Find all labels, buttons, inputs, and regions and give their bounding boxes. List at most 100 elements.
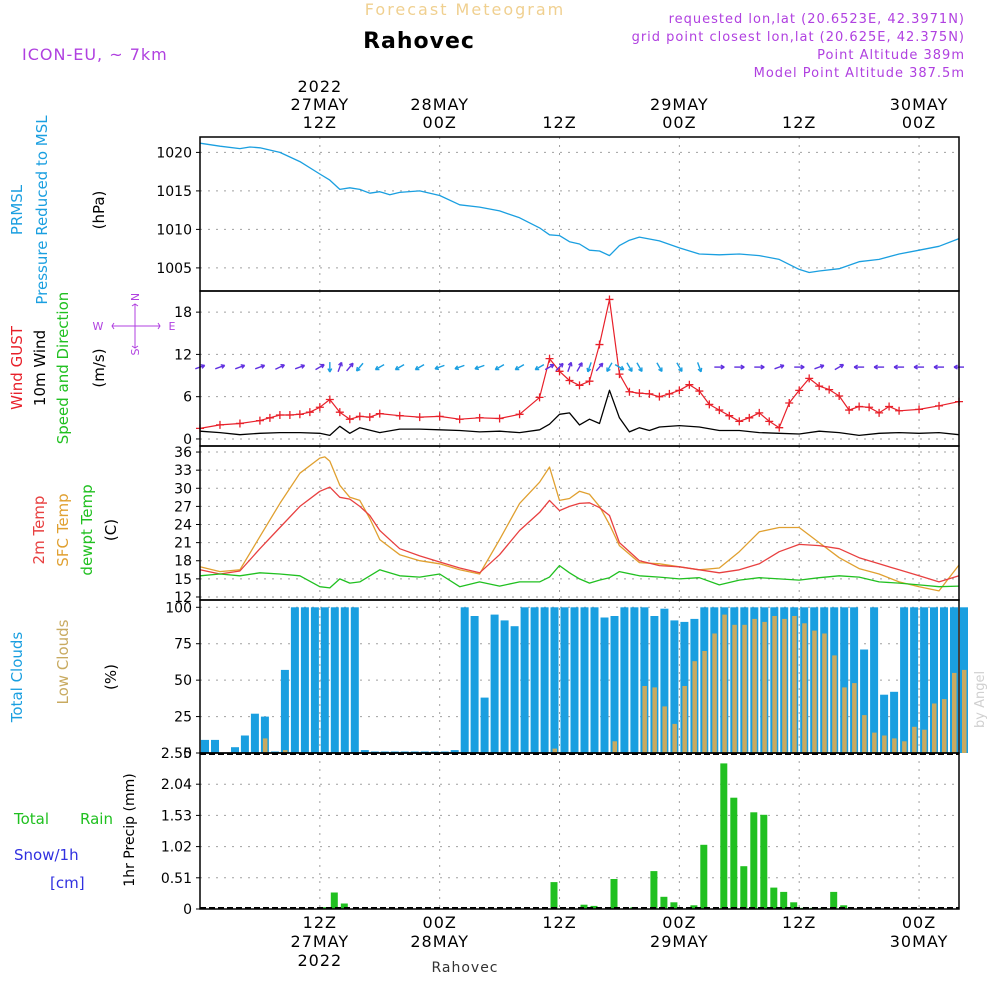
wind-arrow-shaft	[544, 363, 555, 371]
total-cloud-bar	[930, 607, 938, 753]
wind-arrow-head	[873, 364, 878, 370]
bottom-date-label: 28MAY	[410, 932, 469, 951]
low-cloud-bar	[752, 618, 757, 753]
clouds-unit: (%)	[102, 664, 120, 690]
wind-arrow-head	[893, 364, 898, 370]
precip-bar	[320, 907, 328, 909]
low-cloud-bar	[552, 748, 557, 753]
gust-marker	[315, 403, 324, 412]
compass-e: E	[169, 320, 176, 333]
gust-marker	[635, 389, 644, 398]
wind-arrow-shaft	[696, 362, 702, 373]
pressure-label-prmsl: PRMSL	[8, 184, 26, 235]
model-label: ICON-EU, ~ 7km	[22, 45, 168, 64]
top-date-label: 30MAY	[890, 95, 949, 114]
bottom-hour-label: 00Z	[423, 913, 457, 932]
total-cloud-bar	[450, 750, 459, 753]
top-hour-label: 12Z	[542, 113, 576, 132]
low-cloud-bar	[642, 686, 647, 753]
gust-marker	[645, 389, 654, 398]
total-cloud-bar	[470, 616, 479, 753]
total-cloud-bar	[650, 616, 659, 753]
clouds-tick-label: 50	[174, 673, 192, 689]
wind-arrow	[544, 363, 555, 371]
precip-bar	[760, 814, 768, 909]
wind-arrow	[696, 362, 703, 373]
low-cloud-bar	[852, 683, 857, 753]
wind-arrow-head	[327, 368, 333, 373]
wind-10m-label: 10m Wind	[31, 330, 49, 406]
wind-arrow	[567, 361, 573, 373]
gust-marker	[695, 387, 704, 396]
total-cloud-bar	[670, 620, 679, 753]
wind-arrow	[754, 364, 765, 370]
precip-tick-label: 0	[183, 902, 192, 918]
gust-marker	[275, 411, 284, 419]
low-cloud-bar	[912, 726, 917, 753]
gust-marker	[285, 411, 294, 419]
total-cloud-bar	[630, 607, 639, 753]
low-cloud-bar	[762, 621, 767, 753]
total-cloud-bar	[350, 607, 359, 753]
total-cloud-bar	[580, 607, 589, 753]
wind-arrow	[254, 364, 266, 370]
wind-arrow	[606, 362, 613, 373]
low-cloud-bar	[952, 672, 957, 753]
wind-arrow-head	[720, 364, 725, 370]
top-date-label: 28MAY	[410, 95, 469, 114]
requested-coords: requested lon,lat (20.6523E, 42.3971N)	[669, 12, 965, 27]
top-year-label: 2022	[297, 77, 342, 96]
wind-arrow-head	[839, 363, 845, 369]
temp-tick-label: 30	[174, 481, 192, 497]
bottom-hour-label: 12Z	[782, 913, 816, 932]
wind-arrow	[315, 363, 325, 371]
temp-dewpt-label: dewpt Temp	[78, 484, 96, 575]
gust-marker	[875, 408, 884, 417]
wind-arrow-head	[355, 366, 361, 372]
top-hour-label: 00Z	[902, 113, 936, 132]
gust-marker	[395, 411, 404, 420]
top-date-label: 29MAY	[650, 95, 709, 114]
clouds-tick-label: 25	[174, 710, 192, 726]
low-cloud-bar	[832, 655, 837, 753]
total-cloud-bar	[320, 607, 329, 753]
total-cloud-bar	[290, 607, 299, 753]
low-cloud-bar	[812, 630, 817, 753]
wind-arrow-head	[320, 363, 325, 369]
bottom-date-label: 29MAY	[650, 932, 709, 951]
precip-bar	[740, 866, 748, 909]
wind-arrow-head	[678, 367, 683, 373]
total-cloud-bar	[900, 607, 909, 753]
gust-marker	[885, 402, 894, 411]
total-cloud-bar	[530, 607, 539, 753]
total-cloud-bar	[480, 697, 489, 753]
gust-marker	[735, 417, 744, 426]
wind-arrow-shaft	[676, 362, 683, 372]
precip-bar	[780, 891, 788, 909]
wind-arrow	[714, 364, 725, 370]
gust-marker	[375, 409, 384, 418]
total-cloud-bar	[880, 694, 889, 753]
temp-tick-label: 33	[174, 463, 192, 479]
precip-total-label: Total	[13, 810, 49, 828]
pressure-unit: (hPa)	[90, 191, 108, 230]
wind-arrow-shaft	[606, 362, 613, 372]
wind-arrow	[414, 363, 425, 371]
pressure-tick-label: 1020	[156, 145, 192, 161]
low-cloud-bar	[862, 715, 867, 753]
wind-arrow-shaft	[215, 364, 225, 370]
precip-bar	[340, 903, 348, 909]
top-hour-label: 00Z	[662, 113, 696, 132]
temp-panel-frame	[199, 445, 960, 601]
wind-arrow-head	[414, 365, 420, 371]
total-cloud-bar	[500, 620, 509, 753]
total-cloud-bar	[540, 607, 549, 753]
wind-arrow	[595, 362, 604, 372]
precip-bar	[730, 797, 738, 909]
wind-arrow-head	[220, 364, 226, 369]
wind-arrow-shaft	[626, 362, 633, 372]
low-cloud-bar	[822, 633, 827, 753]
bottom-year-label: 2022	[297, 951, 342, 970]
temp-tick-label: 12	[174, 590, 192, 606]
